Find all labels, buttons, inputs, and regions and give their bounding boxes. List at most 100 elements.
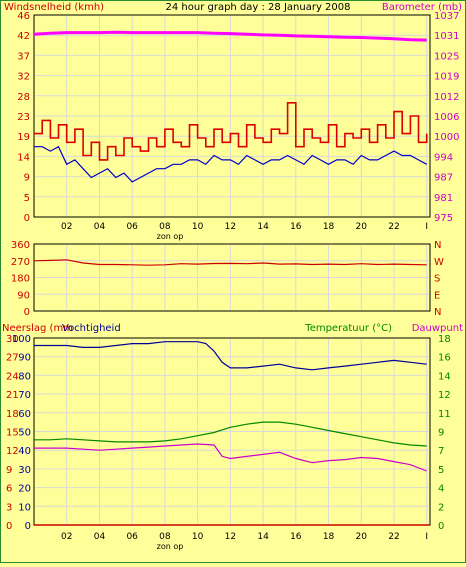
direction-compass-tick-label: N bbox=[434, 307, 441, 318]
x-tick-label: 14 bbox=[257, 532, 269, 542]
x-tick-label: I bbox=[425, 222, 428, 232]
x-tick-label: 14 bbox=[257, 222, 269, 232]
barometer-tick-label: 1037 bbox=[434, 11, 459, 22]
x-tick-label: 18 bbox=[323, 222, 335, 232]
wind-speed-tick-label: 23 bbox=[17, 112, 30, 123]
x-tick-label: 22 bbox=[388, 532, 399, 542]
wind-direction-line bbox=[33, 259, 427, 266]
temperature-tick-label: 4 bbox=[438, 484, 444, 495]
rain-tick-label: 21 bbox=[6, 390, 19, 401]
x-tick-label: I bbox=[425, 532, 428, 542]
barometer-tick-label: 981 bbox=[434, 193, 453, 204]
x-tick-label: 04 bbox=[94, 222, 106, 232]
humidity-tick-label: 20 bbox=[18, 484, 31, 495]
x-tick-label: 22 bbox=[388, 222, 399, 232]
barometer-tick-label: 1025 bbox=[434, 51, 459, 62]
humidity-tick-label: 0 bbox=[25, 521, 31, 532]
sunrise-label: zon op bbox=[157, 542, 184, 551]
x-tick-label: 16 bbox=[290, 532, 302, 542]
dewpoint-axis-label: Dauwpunt bbox=[412, 323, 463, 334]
humidity-tick-label: 10 bbox=[18, 502, 31, 513]
x-tick-label: 06 bbox=[126, 532, 138, 542]
barometer-tick-label: 1012 bbox=[434, 92, 459, 103]
direction-degree-tick-label: 90 bbox=[17, 290, 30, 301]
rain-tick-label: 0 bbox=[6, 521, 12, 532]
humidity-tick-label: 30 bbox=[18, 465, 31, 476]
temperature-tick-label: 5 bbox=[438, 465, 444, 476]
wind-speed-tick-label: 14 bbox=[17, 152, 30, 163]
direction-degree-tick-label: 0 bbox=[24, 307, 30, 318]
wind-speed-tick-label: 42 bbox=[17, 31, 30, 42]
rain-tick-label: 18 bbox=[6, 409, 19, 420]
wind-speed-tick-label: 9 bbox=[24, 173, 30, 184]
humidity-tick-label: 100 bbox=[12, 334, 31, 345]
chart-title: 24 hour graph day : 28 January 2008 bbox=[166, 2, 351, 13]
rain-tick-label: 30 bbox=[6, 334, 19, 345]
direction-degree-tick-label: 360 bbox=[11, 240, 30, 251]
humidity-tick-label: 60 bbox=[18, 409, 31, 420]
rain-tick-label: 27 bbox=[6, 353, 19, 364]
wind-speed-tick-label: 46 bbox=[17, 11, 30, 22]
direction-compass-tick-label: N bbox=[434, 240, 441, 251]
wind-speed-tick-label: 32 bbox=[17, 72, 30, 83]
barometer-line bbox=[33, 30, 427, 42]
barometer-tick-label: 1000 bbox=[434, 132, 459, 143]
barometer-tick-label: 1031 bbox=[434, 31, 459, 42]
humidity-tick-label: 70 bbox=[18, 390, 31, 401]
barometer-tick-label: 994 bbox=[434, 152, 453, 163]
barometer-axis-label: Barometer (mb) bbox=[382, 2, 462, 13]
direction-degree-tick-label: 270 bbox=[11, 257, 30, 268]
rain-axis-label: Neerslag (mm bbox=[2, 323, 73, 334]
barometer-tick-label: 987 bbox=[434, 173, 453, 184]
temperature-tick-label: 0 bbox=[438, 521, 444, 532]
humidity-tick-label: 90 bbox=[18, 353, 31, 364]
x-tick-label: 02 bbox=[61, 532, 72, 542]
chart-marks: 02 04 06 08 10 12 14 16 18 20 22 I05914192328323742… bbox=[6, 11, 459, 542]
wind-speed-tick-label: 37 bbox=[17, 51, 30, 62]
humidity-line bbox=[34, 341, 427, 371]
direction-compass-tick-label: W bbox=[434, 257, 444, 268]
temperature-tick-label: 12 bbox=[438, 390, 451, 401]
rain-tick-label: 9 bbox=[6, 465, 12, 476]
x-tick-label: 18 bbox=[323, 532, 335, 542]
x-tick-label: 08 bbox=[159, 222, 171, 232]
wind-speed-tick-label: 5 bbox=[24, 193, 30, 204]
wind-gust-line bbox=[34, 102, 428, 161]
temperature-tick-label: 2 bbox=[438, 502, 444, 513]
humidity-tick-label: 40 bbox=[18, 446, 31, 457]
wind-speed-tick-label: 19 bbox=[17, 132, 30, 143]
x-tick-label: 02 bbox=[61, 222, 72, 232]
x-tick-label: 12 bbox=[225, 222, 236, 232]
temperature-tick-label: 9 bbox=[438, 428, 444, 439]
humidity-tick-label: 80 bbox=[18, 371, 31, 382]
humidity-tick-label: 50 bbox=[18, 428, 31, 439]
x-tick-label: 20 bbox=[356, 532, 368, 542]
barometer-tick-label: 975 bbox=[434, 213, 453, 224]
rain-tick-label: 12 bbox=[6, 446, 19, 457]
wind-average-line bbox=[34, 145, 427, 183]
rain-tick-label: 3 bbox=[6, 502, 12, 513]
x-tick-label: 12 bbox=[225, 532, 236, 542]
temperature-tick-label: 18 bbox=[438, 334, 451, 345]
humidity-axis-label: Vochtigheid bbox=[62, 323, 121, 334]
rain-tick-label: 15 bbox=[6, 428, 19, 439]
x-tick-label: 10 bbox=[192, 532, 204, 542]
x-tick-label: 20 bbox=[356, 222, 368, 232]
temperature-tick-label: 16 bbox=[438, 353, 451, 364]
wind-speed-axis-label: Windsnelheid (kmh) bbox=[4, 2, 104, 13]
wind-speed-tick-label: 0 bbox=[24, 213, 30, 224]
x-tick-label: 04 bbox=[94, 532, 106, 542]
temperature-axis-label: Temperatuur (°C) bbox=[304, 323, 392, 334]
barometer-tick-label: 1019 bbox=[434, 72, 459, 83]
temperature-tick-label: 7 bbox=[438, 446, 444, 457]
rain-tick-label: 6 bbox=[6, 484, 12, 495]
temperature-tick-label: 14 bbox=[438, 371, 451, 382]
temperature-tick-label: 11 bbox=[438, 409, 451, 420]
x-tick-label: 06 bbox=[126, 222, 138, 232]
sunrise-label: zon op bbox=[157, 232, 184, 241]
barometer-tick-label: 1006 bbox=[434, 112, 459, 123]
x-tick-label: 08 bbox=[159, 532, 171, 542]
x-tick-label: 16 bbox=[290, 222, 302, 232]
